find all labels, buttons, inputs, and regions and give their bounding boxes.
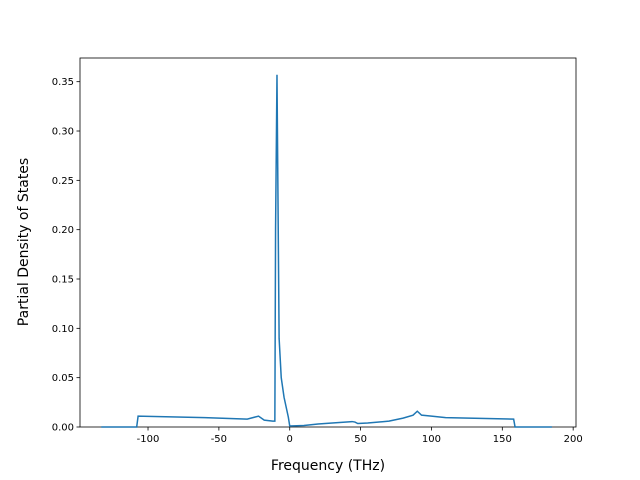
y-tick-label: 0.05 (52, 373, 74, 384)
x-tick-label: 150 (493, 434, 512, 445)
y-tick-label: 0.35 (52, 77, 74, 88)
x-tick-label: -100 (137, 434, 160, 445)
x-tick-label: 200 (564, 434, 583, 445)
plot-frame (79, 57, 577, 428)
y-tick-label: 0.00 (52, 423, 74, 434)
data-line (101, 74, 552, 428)
y-tick-label: 0.20 (52, 225, 74, 236)
y-tick-label: 0.25 (52, 176, 74, 187)
y-tick-label: 0.15 (52, 275, 74, 286)
x-tick-label: 50 (354, 434, 367, 445)
x-axis-label: Frequency (THz) (271, 458, 385, 474)
x-tick-label: -50 (211, 434, 227, 445)
y-tick-label: 0.30 (52, 127, 74, 138)
x-tick-label: 100 (422, 434, 441, 445)
y-axis-label: Partial Density of States (16, 158, 32, 326)
y-tick-label: 0.10 (52, 324, 74, 335)
x-tick-label: 0 (287, 434, 293, 445)
